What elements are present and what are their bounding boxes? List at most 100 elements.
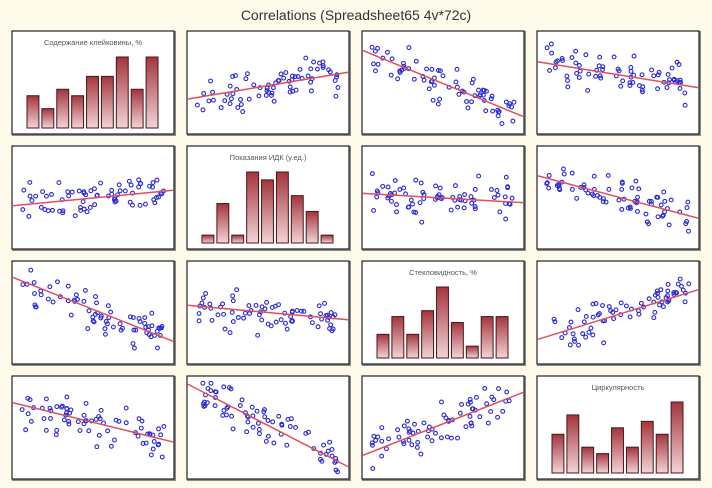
data-point [221, 408, 227, 413]
data-point [596, 63, 602, 69]
data-point [635, 194, 640, 200]
data-point [278, 317, 284, 323]
data-point [619, 186, 625, 192]
data-point [476, 173, 482, 179]
data-point [295, 74, 301, 79]
data-point [26, 213, 32, 219]
data-point [661, 189, 667, 195]
data-point [485, 420, 491, 426]
data-point [456, 91, 462, 97]
data-point [372, 48, 378, 54]
histogram-bar [450, 322, 464, 359]
data-point [389, 198, 394, 204]
data-point [671, 291, 677, 297]
data-point [279, 421, 285, 427]
data-point [29, 198, 35, 203]
data-point [618, 300, 624, 306]
data-point [495, 192, 501, 198]
data-point [254, 408, 260, 414]
data-point [379, 425, 385, 431]
data-point [379, 453, 385, 459]
histogram-bar [100, 75, 114, 129]
histogram-bar [465, 345, 479, 359]
data-point [45, 208, 51, 214]
histogram-title: Циркулярность [592, 383, 645, 392]
data-point [223, 412, 229, 418]
data-point [370, 466, 376, 471]
histogram-bar [56, 88, 70, 129]
data-point [287, 424, 293, 429]
data-point [601, 340, 607, 346]
data-point [418, 180, 424, 186]
data-point [264, 299, 270, 305]
data-point [648, 198, 654, 204]
data-point [406, 437, 412, 443]
data-point [136, 177, 142, 183]
histogram-bar [261, 179, 274, 244]
data-point [371, 433, 377, 439]
data-point [544, 180, 550, 186]
data-point [333, 93, 339, 99]
data-point [597, 194, 603, 200]
data-point [227, 330, 233, 336]
data-point [251, 82, 257, 88]
data-point [656, 69, 662, 75]
data-point [87, 205, 93, 210]
data-point [298, 308, 304, 314]
data-point [462, 192, 468, 197]
histogram-bar [246, 171, 260, 244]
data-point [589, 191, 595, 197]
data-point [568, 319, 574, 325]
data-point [138, 425, 144, 431]
data-point [281, 75, 287, 81]
data-point [411, 76, 417, 82]
data-point [488, 409, 494, 415]
data-point [430, 97, 436, 103]
histogram-bar [41, 108, 55, 129]
data-point [606, 304, 612, 309]
data-point [671, 290, 677, 296]
data-point [477, 92, 483, 98]
data-point [418, 451, 424, 457]
data-point [392, 178, 398, 184]
data-point [652, 292, 658, 298]
data-point [455, 204, 461, 210]
data-point [552, 319, 558, 325]
data-point [103, 319, 109, 324]
data-point [86, 428, 92, 434]
data-point [551, 316, 557, 322]
data-point [438, 435, 444, 441]
data-point [33, 193, 39, 199]
data-point [567, 342, 573, 348]
panel-frame [361, 375, 525, 480]
data-point [439, 399, 444, 405]
histogram-bar [320, 234, 334, 244]
data-point [335, 469, 340, 475]
data-point [629, 185, 635, 191]
panel-frame [536, 30, 700, 135]
data-point [502, 194, 508, 200]
data-point [652, 309, 658, 315]
data-point [684, 205, 690, 211]
data-point [424, 66, 430, 72]
data-point [243, 76, 249, 82]
data-point [505, 184, 511, 190]
panel-frame [11, 375, 175, 480]
data-point [467, 413, 473, 419]
histogram-bar [480, 316, 494, 359]
data-point [68, 312, 74, 318]
regression-line [362, 49, 524, 118]
data-point [98, 407, 104, 413]
data-point [142, 320, 148, 326]
data-point [576, 75, 582, 80]
data-point [665, 281, 671, 287]
data-point [473, 394, 479, 400]
histogram-bar [130, 88, 144, 129]
data-point [380, 183, 386, 189]
data-point [265, 418, 271, 423]
data-point [633, 178, 639, 184]
data-point [94, 444, 100, 450]
data-point [657, 302, 662, 308]
data-point [116, 182, 122, 188]
data-point [276, 78, 282, 83]
